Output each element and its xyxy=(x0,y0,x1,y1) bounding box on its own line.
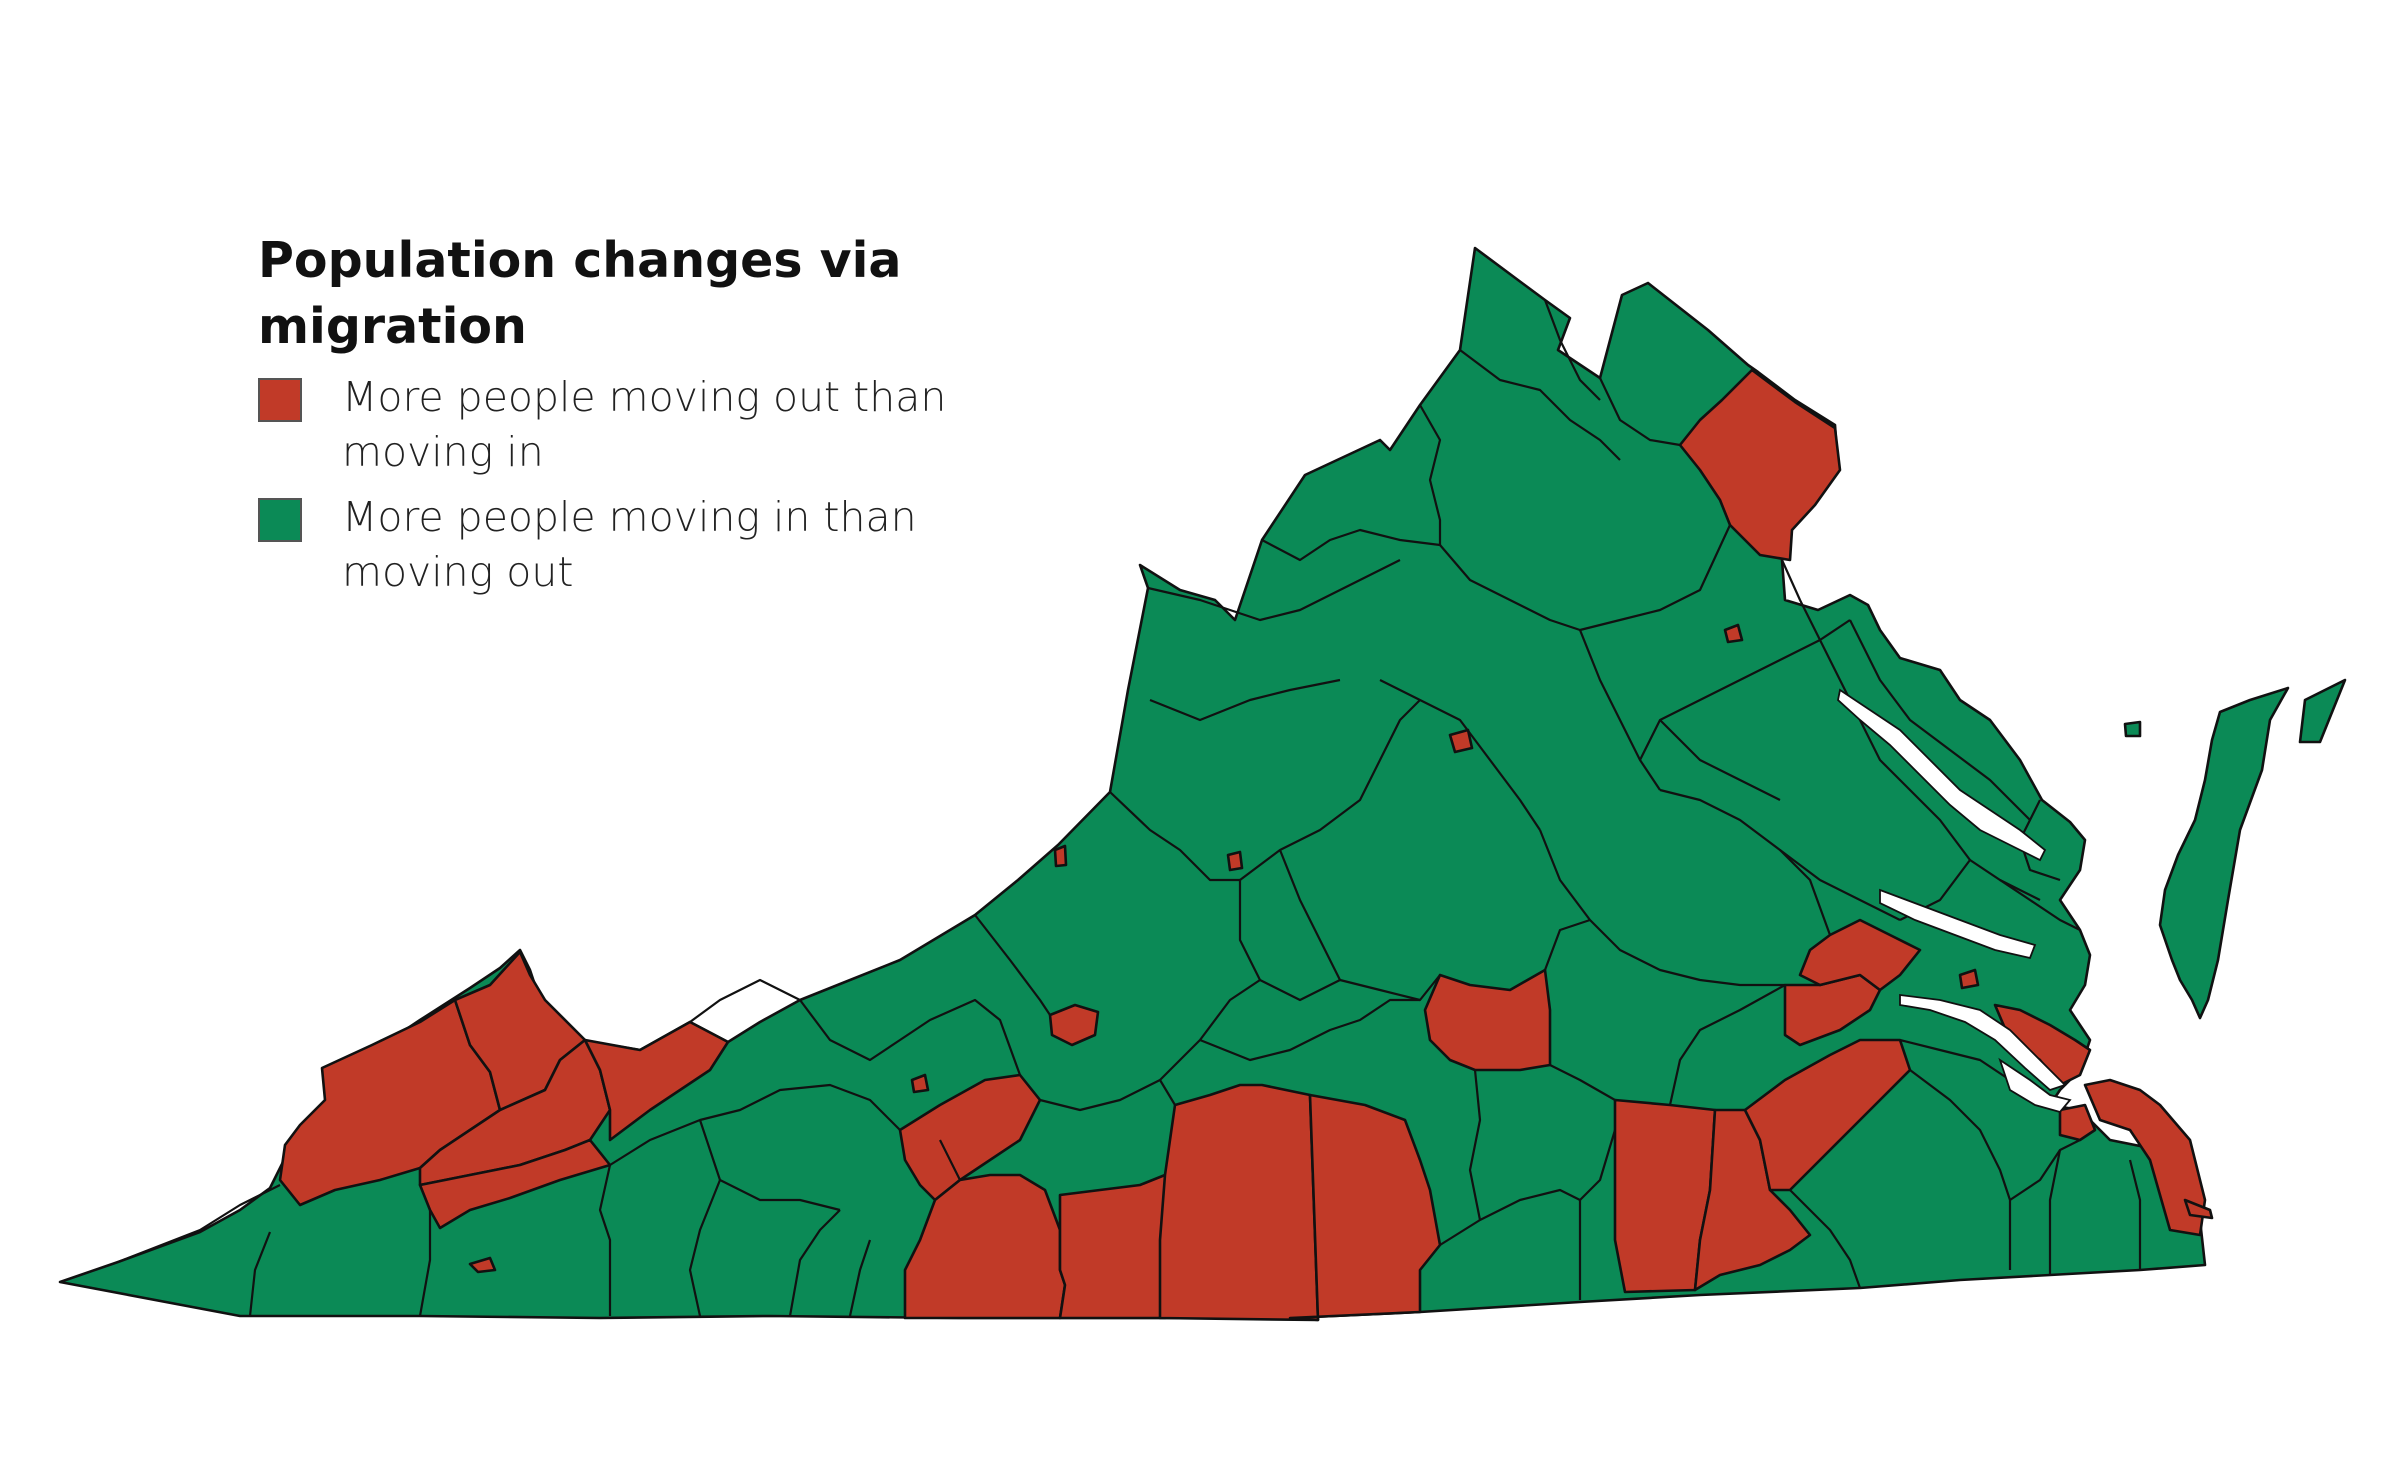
county-tidewater-4 xyxy=(2183,1198,2214,1220)
island xyxy=(2123,720,2142,738)
county-sw-5 xyxy=(583,1020,730,1142)
county-southside-1 xyxy=(898,1073,1042,1202)
county-northern-1 xyxy=(1678,368,1842,562)
county-boundaries xyxy=(117,299,2142,1317)
city-1 xyxy=(1048,1003,1100,1047)
county-southside-4 xyxy=(1158,1083,1320,1322)
legend-title: Population changes via migration xyxy=(258,232,902,355)
legend-label-in: More people moving in than moving out xyxy=(342,493,917,596)
legend-item-out: More people moving out than moving in xyxy=(258,370,1078,480)
city-5 xyxy=(910,1073,930,1094)
legend-swatch-in xyxy=(258,498,302,542)
county-central-1 xyxy=(1423,968,1552,1072)
county-southside-3 xyxy=(1058,1173,1167,1320)
legend-label-out: More people moving out than moving in xyxy=(342,373,947,476)
city-4 xyxy=(1053,844,1068,868)
eastern-shore-tip xyxy=(2298,678,2347,744)
county-sw-4 xyxy=(418,1138,612,1230)
map-legend: Population changes via migration More pe… xyxy=(258,228,1078,600)
county-southeast-5 xyxy=(1798,918,1922,992)
county-tidewater-3 xyxy=(2058,1103,2097,1142)
city-2 xyxy=(1448,728,1474,754)
eastern-shore-peninsula xyxy=(2158,686,2290,1020)
city-3 xyxy=(1226,850,1244,872)
city-6 xyxy=(1723,623,1744,644)
out-migration-counties xyxy=(278,368,2214,1322)
legend-swatch-out xyxy=(258,378,302,422)
waterways xyxy=(1837,688,2072,1114)
city-7 xyxy=(1958,968,1980,990)
county-sw-6 xyxy=(468,1256,497,1274)
county-southeast-3 xyxy=(1743,1038,1912,1192)
legend-item-in: More people moving in than moving out xyxy=(258,490,1078,600)
